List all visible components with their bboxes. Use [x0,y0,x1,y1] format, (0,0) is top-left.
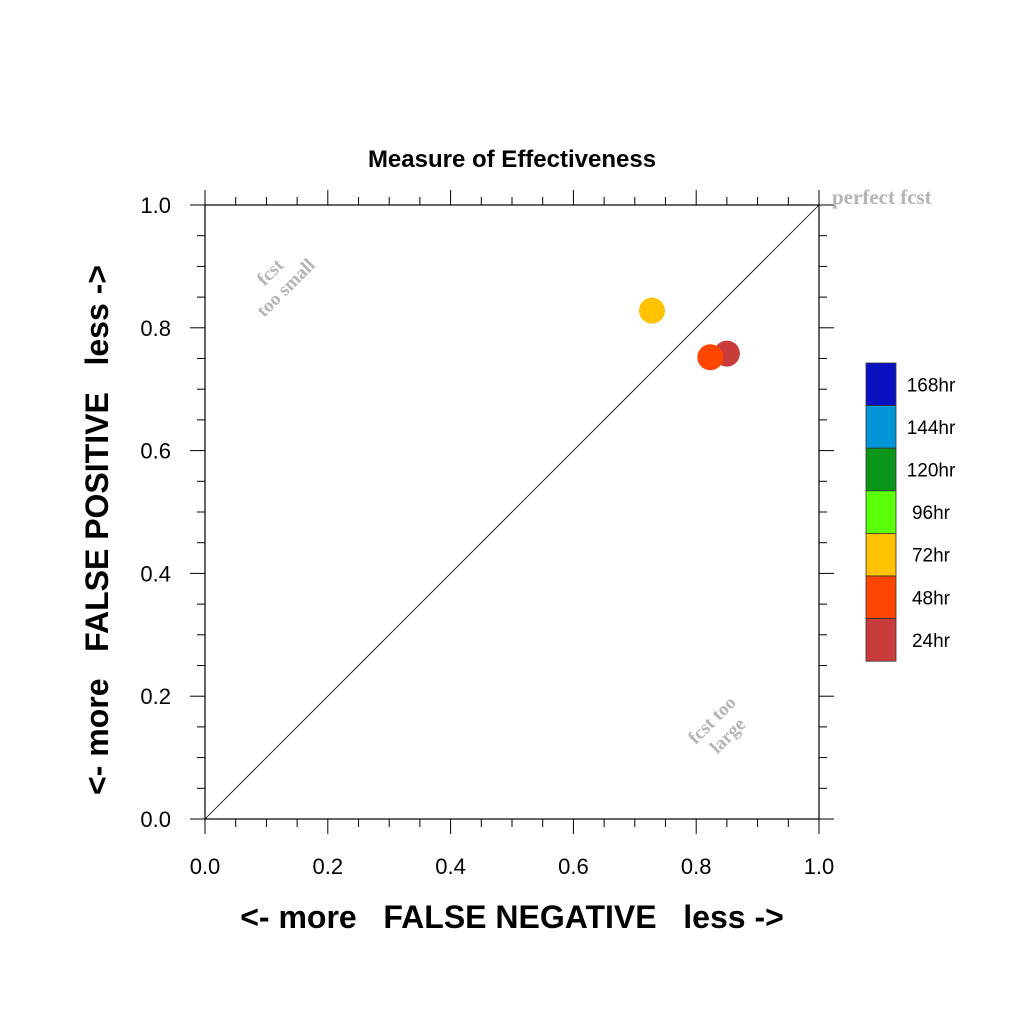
y-axis-label: <- more FALSE POSITIVE less -> [79,265,115,795]
legend-label-24hr: 24hr [912,631,951,652]
perfect-forecast-annotation: perfect fcst [832,185,932,209]
y-tick-label: 0.0 [140,807,171,832]
legend-swatch-48hr [865,575,897,619]
data-point-48hr [697,344,724,371]
legend-label-120hr: 120hr [907,461,956,482]
legend-swatch-24hr [865,618,897,662]
y-tick-labels: 0.0 0.2 0.4 0.6 0.8 1.0 [140,193,171,832]
legend-swatch-72hr [865,533,897,577]
x-tick-label: 0.8 [681,854,712,879]
axis-ticks [190,190,834,834]
x-tick-labels: 0.0 0.2 0.4 0.6 0.8 1.0 [190,854,835,879]
y-tick-label: 0.6 [140,439,171,464]
data-point-72hr [638,297,665,324]
x-tick-label: 0.6 [558,854,589,879]
data-points [638,297,740,371]
legend-swatch-96hr [865,490,897,534]
y-tick-label: 1.0 [140,193,171,218]
chart-title: Measure of Effectiveness [368,146,656,173]
legend-label-96hr: 96hr [912,503,951,524]
legend-swatch-168hr [865,362,897,406]
legend: 168hr 144hr 120hr 96hr 72hr 48hr 24hr [865,362,956,662]
x-tick-label: 0.4 [435,854,466,879]
x-tick-label: 0.2 [313,854,344,879]
legend-label-48hr: 48hr [912,588,951,609]
y-tick-label: 0.4 [140,561,171,586]
x-tick-label: 1.0 [804,854,835,879]
x-axis-label: <- more FALSE NEGATIVE less -> [240,899,784,935]
too-large-annotation: fcst too large [684,692,750,758]
x-tick-label: 0.0 [190,854,221,879]
legend-swatch-144hr [865,405,897,449]
legend-label-72hr: 72hr [912,546,951,567]
too-small-annotation: fcst too small [253,255,320,322]
y-tick-label: 0.2 [140,684,171,709]
y-tick-label: 0.8 [140,316,171,341]
legend-swatch-120hr [865,447,897,492]
legend-label-168hr: 168hr [907,375,956,396]
legend-label-144hr: 144hr [907,418,956,439]
diagonal-line [204,204,820,820]
